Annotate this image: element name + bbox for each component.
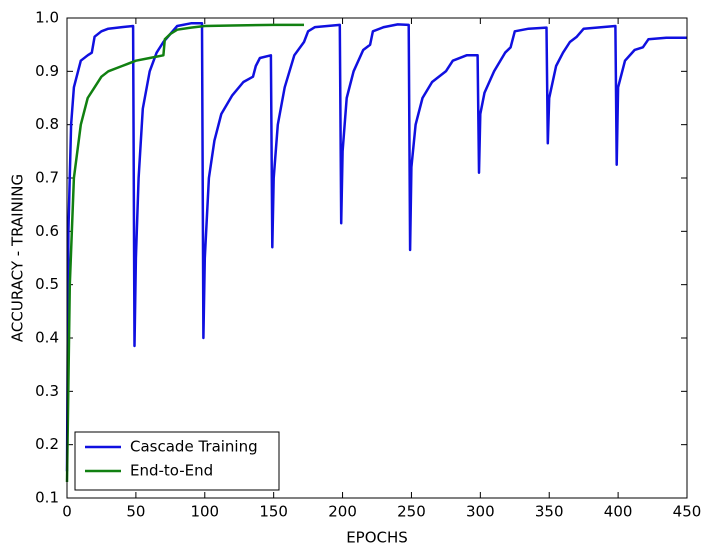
x-tick-label: 150 [259,503,288,521]
y-tick-label: 0.6 [35,222,59,240]
x-tick-label: 200 [328,503,357,521]
plot-frame [66,17,688,499]
y-tick-label: 0.2 [35,435,59,453]
y-tick-label: 1.0 [35,9,59,27]
x-tick-label: 350 [535,503,564,521]
y-tick-label: 0.8 [35,115,59,133]
x-axis-label: EPOCHS [346,529,408,547]
x-tick-label: 100 [190,503,219,521]
y-axis-label: ACCURACY - TRAINING [9,174,27,342]
line-series [65,22,687,472]
legend-label: Cascade Training [130,438,258,456]
x-tick-label: 400 [604,503,633,521]
x-tick-label: 450 [673,503,702,521]
line-series [65,23,304,483]
y-tick-label: 0.9 [35,62,59,80]
legend-box [74,431,280,491]
x-tick-label: 50 [126,503,145,521]
x-tick-label: 250 [397,503,426,521]
y-tick-label: 0.1 [35,489,59,507]
x-tick-label: 0 [62,503,72,521]
y-tick-label: 0.7 [35,169,59,187]
x-tick-label: 300 [466,503,495,521]
y-tick-label: 0.3 [35,382,59,400]
legend-label: End-to-End [130,462,213,480]
y-tick-label: 0.5 [35,275,59,293]
y-tick-label: 0.4 [35,329,59,347]
